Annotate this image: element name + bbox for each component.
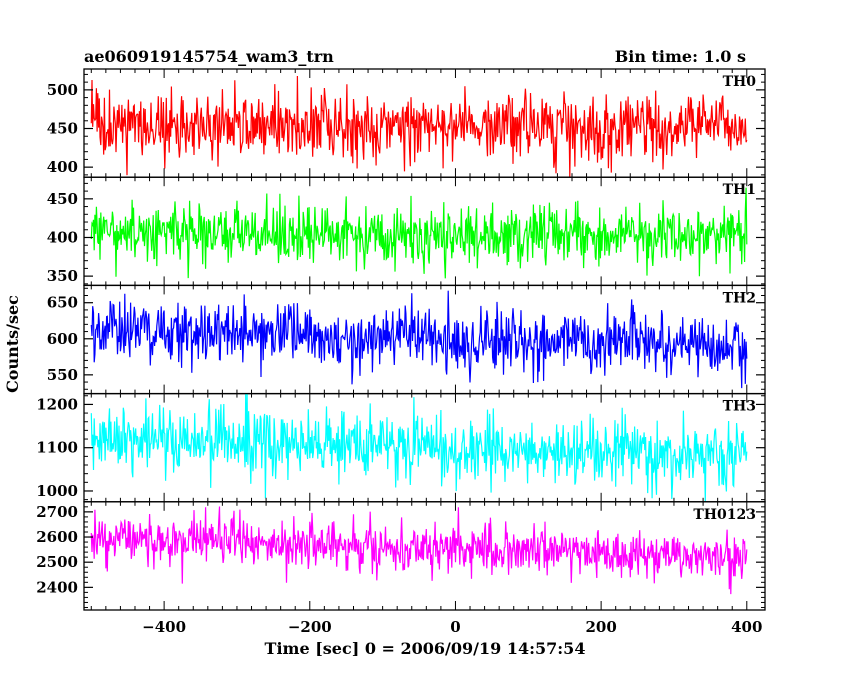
y-tick-label: 2400: [36, 578, 78, 596]
x-tick-label: −200: [288, 618, 332, 636]
panel-th0123: 2400 2500 2600 2700 TH0123: [36, 501, 766, 611]
bin-time-label: Bin time: 1.0 s: [615, 47, 746, 66]
y-tick-label: 2700: [36, 503, 78, 521]
panel-frame-th0123: [83, 501, 766, 611]
panel-th2: 550 600 650 TH2: [47, 284, 766, 395]
panel-th3: 1000 1100 1200 TH3: [36, 392, 766, 503]
chart-title: ae060919145754_wam3_trn: [84, 47, 334, 66]
x-axis-label: Time [sec] 0 = 2006/09/19 14:57:54: [265, 639, 586, 658]
series-line-th3: [90, 393, 748, 502]
panels: 400 450 500 TH0 350 400 450 TH1 550 600 650 TH2 1000…: [36, 68, 766, 611]
x-axis: −400 −200 0 200 400: [142, 618, 762, 636]
y-tick-label: 1000: [36, 482, 78, 500]
series-label-th1: TH1: [723, 182, 756, 198]
x-tick-label: 200: [585, 618, 616, 636]
y-tick-label: 400: [47, 158, 78, 176]
series-line-th0123: [90, 506, 748, 595]
series-label-th0123: TH0123: [693, 507, 756, 523]
y-axis-label: Counts/sec: [3, 295, 22, 393]
y-tick-label: 450: [47, 120, 78, 138]
panel-th0: 400 450 500 TH0: [47, 68, 766, 178]
y-tick-label: 1200: [36, 395, 78, 413]
y-tick-label: 1100: [36, 439, 78, 457]
y-tick-label: 500: [47, 81, 78, 99]
series-label-th3: TH3: [723, 399, 756, 415]
y-tick-label: 650: [47, 294, 78, 312]
series-label-th0: TH0: [723, 74, 757, 90]
y-tick-label: 550: [47, 366, 78, 384]
y-tick-label: 450: [47, 190, 78, 208]
series-line-th1: [90, 187, 748, 279]
x-tick-label: −400: [142, 618, 186, 636]
y-tick-label: 2600: [36, 528, 78, 546]
series-line-th2: [90, 290, 748, 389]
x-tick-label: 400: [731, 618, 762, 636]
series-line-th0: [90, 75, 748, 178]
panel-th1: 350 400 450 TH1: [47, 176, 766, 287]
y-tick-label: 350: [47, 267, 78, 285]
y-tick-label: 2500: [36, 553, 78, 571]
y-tick-label: 400: [47, 228, 78, 246]
series-label-th2: TH2: [723, 290, 756, 306]
x-tick-label: 0: [450, 618, 460, 636]
y-tick-label: 600: [47, 330, 78, 348]
